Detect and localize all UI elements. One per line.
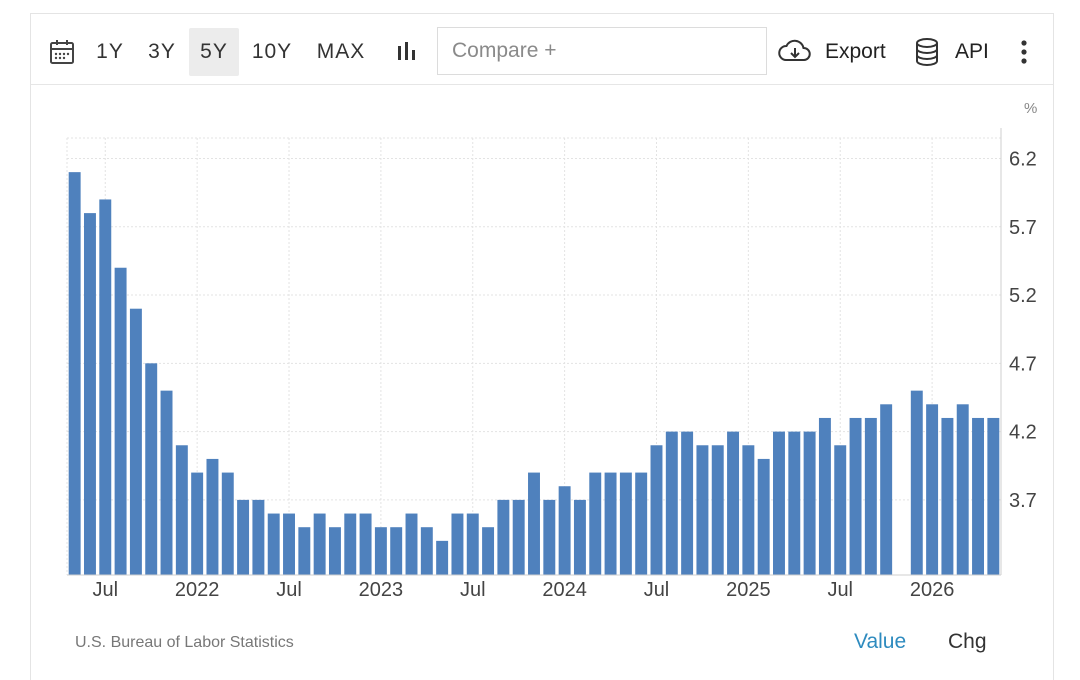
range-5y-button[interactable]: 5Y: [189, 28, 239, 76]
bar[interactable]: [160, 390, 173, 575]
bar[interactable]: [114, 267, 127, 575]
x-tick-label: 2024: [542, 579, 587, 601]
bar[interactable]: [206, 458, 219, 575]
bar[interactable]: [880, 404, 893, 575]
bar[interactable]: [237, 499, 250, 575]
bar[interactable]: [466, 513, 479, 575]
bar[interactable]: [604, 472, 617, 575]
bar[interactable]: [283, 513, 295, 575]
bar[interactable]: [589, 472, 602, 575]
bar[interactable]: [497, 499, 510, 575]
bar[interactable]: [573, 499, 586, 575]
chart-type-icon[interactable]: [391, 28, 423, 76]
bar[interactable]: [803, 431, 816, 575]
bar[interactable]: [773, 431, 785, 575]
bar[interactable]: [650, 445, 663, 575]
bar[interactable]: [482, 527, 495, 575]
y-tick-label: 4.2: [1009, 422, 1037, 444]
bar[interactable]: [267, 513, 280, 575]
y-axis-unit: %: [1024, 100, 1038, 117]
bar[interactable]: [191, 472, 204, 575]
y-tick-label: 5.2: [1009, 285, 1037, 307]
calendar-icon[interactable]: [45, 28, 79, 76]
bar[interactable]: [635, 472, 648, 575]
bar[interactable]: [252, 499, 265, 575]
bar[interactable]: [344, 513, 357, 575]
x-tick-label: 2023: [359, 579, 404, 601]
bar[interactable]: [926, 404, 939, 575]
bar[interactable]: [558, 486, 571, 575]
more-options-icon[interactable]: [1011, 28, 1037, 76]
cloud-download-icon: [778, 39, 811, 61]
x-tick-label: Jul: [460, 579, 486, 601]
bar[interactable]: [374, 527, 387, 575]
bar[interactable]: [129, 308, 142, 575]
export-button[interactable]: Export: [777, 28, 903, 76]
bar[interactable]: [451, 513, 464, 575]
bar[interactable]: [512, 499, 525, 575]
bar[interactable]: [298, 527, 311, 575]
bar[interactable]: [145, 363, 158, 575]
bar[interactable]: [987, 417, 1000, 575]
range-max-button[interactable]: MAX: [316, 40, 366, 63]
export-label: Export: [825, 40, 886, 63]
range-10y-button[interactable]: 10Y: [251, 40, 293, 63]
x-tick-label: Jul: [276, 579, 302, 601]
bar[interactable]: [910, 390, 923, 575]
bar[interactable]: [175, 445, 188, 575]
bar[interactable]: [696, 445, 709, 575]
bar[interactable]: [619, 472, 632, 575]
toolbar: 1Y 3Y 5Y 10Y MAX Export: [31, 14, 1053, 85]
bar[interactable]: [956, 404, 969, 575]
tab-chg[interactable]: Chg: [948, 630, 987, 653]
bar[interactable]: [727, 431, 740, 575]
bar[interactable]: [436, 540, 449, 575]
bar[interactable]: [359, 513, 372, 575]
tab-value[interactable]: Value: [854, 630, 907, 653]
range-3y-button[interactable]: 3Y: [148, 40, 176, 63]
chart-card: 1Y 3Y 5Y 10Y MAX Export: [30, 13, 1054, 680]
bar[interactable]: [757, 458, 770, 575]
bar[interactable]: [528, 472, 540, 575]
bar[interactable]: [221, 472, 234, 575]
bar[interactable]: [972, 417, 985, 575]
x-tick-label: Jul: [92, 579, 118, 601]
api-button[interactable]: API: [913, 28, 997, 76]
bar[interactable]: [420, 527, 433, 575]
y-tick-label: 3.7: [1009, 490, 1037, 512]
bar[interactable]: [390, 527, 403, 575]
x-tick-label: 2026: [910, 579, 955, 601]
bar[interactable]: [665, 431, 678, 575]
y-tick-label: 4.7: [1009, 353, 1037, 375]
bar-chart: 6.2 5.7 5.2 4.7 4.2 3.7 Jul 2022 Jul 2023 Jul 2024 J…: [66, 128, 1037, 601]
bar[interactable]: [328, 527, 341, 575]
bar[interactable]: [834, 445, 847, 575]
api-label: API: [955, 40, 989, 63]
y-tick-label: 5.7: [1009, 217, 1037, 239]
x-tick-label: 2022: [175, 579, 220, 601]
compare-input[interactable]: [437, 27, 767, 75]
bar[interactable]: [543, 499, 556, 575]
bar[interactable]: [742, 445, 755, 575]
x-tick-label: 2025: [726, 579, 771, 601]
x-tick-label: Jul: [827, 579, 853, 601]
bar[interactable]: [788, 431, 801, 575]
bar[interactable]: [864, 417, 877, 575]
bar[interactable]: [711, 445, 724, 575]
y-tick-label: 6.2: [1009, 148, 1037, 170]
source-label: U.S. Bureau of Labor Statistics: [75, 634, 294, 651]
database-icon: [916, 38, 938, 66]
bar[interactable]: [68, 172, 81, 575]
bar[interactable]: [313, 513, 326, 575]
bar[interactable]: [83, 213, 96, 575]
bar[interactable]: [405, 513, 418, 575]
bar[interactable]: [849, 417, 862, 575]
bar[interactable]: [681, 431, 694, 575]
bar[interactable]: [941, 417, 954, 575]
bar[interactable]: [99, 199, 112, 575]
range-1y-button[interactable]: 1Y: [96, 40, 124, 63]
x-tick-label: Jul: [644, 579, 670, 601]
bar[interactable]: [818, 417, 831, 575]
